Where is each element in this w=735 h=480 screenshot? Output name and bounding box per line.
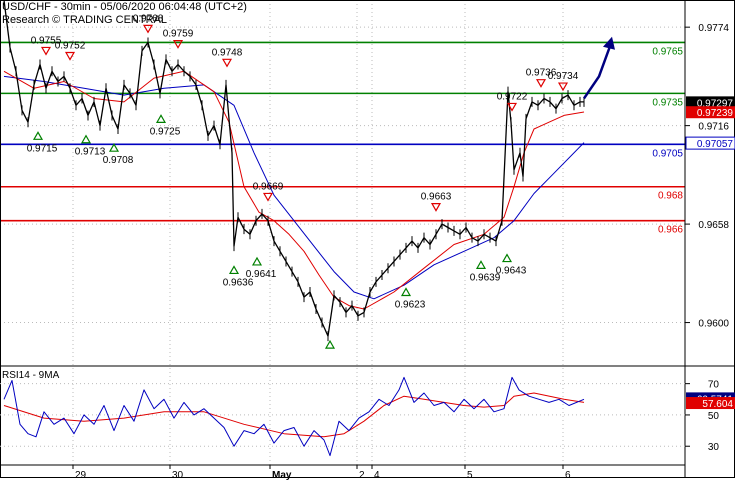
trough-label: 0.9713 (75, 147, 106, 158)
peak-marker (506, 102, 518, 112)
x-tick-label: 29 (75, 470, 87, 480)
peak-label: 0.9669 (253, 181, 284, 192)
chart-title: USD/CHF - 30min - 05/06/2020 06:04:48 (U… (2, 1, 247, 13)
rsi-line (3, 376, 585, 457)
peak-marker (535, 79, 547, 88)
chart-header: USD/CHF - 30min - 05/06/2020 06:04:48 (U… (2, 1, 247, 27)
peak-marker (262, 192, 274, 202)
peak-label: 0.9722 (497, 91, 528, 102)
y-tick-label: 0.9716 (698, 122, 729, 133)
rsi-ma-line (3, 392, 585, 438)
support-resistance-levels: 0.9765 0.9735 0.9705 0.968 0.966 (0, 41, 685, 236)
price-tag-label: 0.97239 (697, 108, 734, 119)
projection-arrow (582, 36, 615, 100)
peak-marker (221, 58, 233, 68)
level-label: 0.966 (658, 225, 683, 236)
chart-credit: Research © TRADING CENTRAL (2, 14, 167, 26)
peak-marker (430, 203, 442, 212)
trough-label: 0.9636 (223, 277, 254, 288)
price-tag-box (686, 96, 735, 109)
ma-slow-line (3, 75, 585, 300)
projection-line (582, 40, 614, 100)
price-tag-label: 0.97297 (697, 98, 734, 109)
peak-label: 0.9748 (212, 47, 243, 58)
x-tick-label: 6 (565, 470, 571, 480)
rsi-y-tick-label: 50 (708, 411, 720, 422)
peak-marker (557, 82, 569, 92)
price-tag-box (685, 136, 735, 150)
trough-marker (80, 134, 92, 144)
peak-label: 0.9734 (548, 71, 579, 82)
x-tick-label: May (272, 470, 292, 480)
level-label: 0.9735 (652, 97, 683, 108)
peak-label: 0.9755 (31, 35, 62, 46)
x-tick-label: 5 (467, 470, 473, 480)
price-series (3, 0, 585, 342)
peak-label: 0.9759 (163, 29, 194, 40)
level-label: 0.968 (658, 191, 683, 202)
x-tick-label: 30 (172, 470, 184, 480)
peak-marker (40, 46, 52, 56)
trough-label: 0.9708 (103, 155, 134, 166)
peak-label: 0.9736 (526, 68, 557, 79)
trough-marker (501, 253, 513, 263)
trough-marker (228, 265, 240, 275)
y-tick-label: 0.9600 (698, 319, 729, 330)
y-tick-label: 0.9774 (698, 23, 729, 34)
trough-marker (155, 114, 167, 123)
rsi-panel: RSI14 - 9MA70503060.574157.604 (0, 370, 735, 457)
axes: 0.9774 0.9716 0.9658 0.9600 29 30 May 2 4 5 6 0.972… (72, 23, 735, 480)
rsi-tag-box (686, 397, 735, 410)
peak-label: 0.9752 (55, 41, 86, 52)
trough-label: 0.9641 (246, 269, 277, 280)
rsi-title: RSI14 - 9MA (2, 370, 60, 381)
trough-label: 0.9725 (150, 126, 181, 137)
rsi-y-tick-label: 30 (708, 442, 720, 453)
trough-label: 0.9715 (27, 143, 58, 154)
trough-marker (108, 142, 120, 152)
price-line (3, 0, 584, 337)
trough-marker (475, 260, 487, 269)
price-tag-label: 0.97057 (697, 139, 734, 150)
grid-layer (0, 0, 685, 465)
x-tick-label: 4 (374, 470, 380, 480)
trough-marker (32, 131, 44, 140)
peak-marker (172, 40, 184, 49)
trough-label: 0.9639 (470, 272, 501, 283)
level-label: 0.9705 (652, 148, 683, 159)
rsi-y-tick-label: 70 (708, 380, 720, 391)
projection-arrowhead (603, 36, 615, 50)
peak-marker (142, 24, 154, 34)
peak-label: 0.9768 (133, 13, 164, 24)
trough-marker (324, 339, 336, 349)
trough-label: 0.9643 (496, 266, 527, 277)
level-label: 0.9765 (652, 46, 683, 57)
ma-fast-line (3, 70, 585, 310)
peak-marker (64, 51, 76, 61)
trough-marker (251, 256, 263, 266)
trough-label: 0.9623 (395, 300, 426, 311)
rsi-tag-label: 57.604 (702, 399, 733, 410)
peak-label: 0.9663 (421, 192, 452, 203)
moving-averages (3, 70, 585, 310)
trough-marker (400, 287, 412, 297)
price-tag-box (686, 106, 735, 119)
x-tick-label: 2 (359, 470, 365, 480)
y-tick-label: 0.9658 (698, 220, 729, 231)
